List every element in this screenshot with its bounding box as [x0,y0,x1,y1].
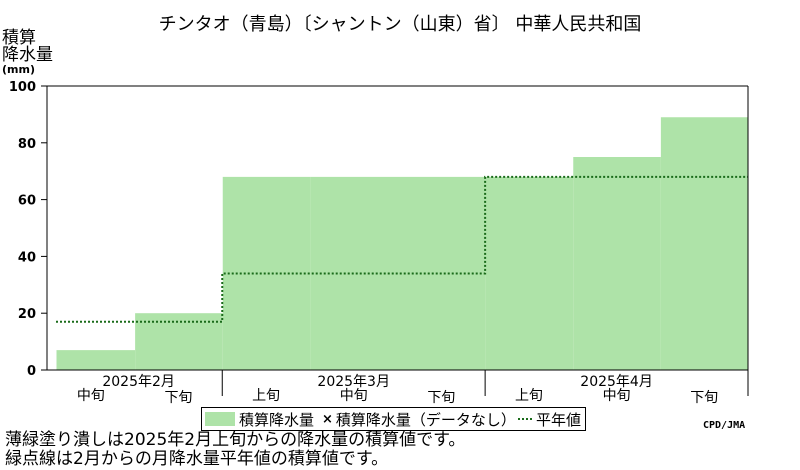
legend-observed-swatch [205,412,235,426]
y-axis-unit: (mm) [2,63,35,76]
x-tick-label-4: 中旬 [340,388,368,404]
normal-line [56,175,748,323]
observed-bar-8 [660,117,749,371]
month-label-1: 2025年2月 [102,374,175,390]
y-tick-label-100: 100 [9,80,36,95]
x-tick-label-7: 中旬 [603,388,631,404]
y-tick-label-0: 0 [27,364,36,379]
y-tick-label-20: 20 [18,307,36,322]
legend-normal-label: 平年値 [535,410,581,429]
y-tick-label-80: 80 [18,137,36,152]
month-label-2: 2025年3月 [317,374,390,390]
observed-bar-7 [573,157,661,370]
y-tick-label-40: 40 [18,250,36,265]
legend: 積算降水量 × 積算降水量（データなし） 平年値 [201,407,586,431]
x-tick-label-1: 中旬 [77,388,105,404]
x-tick-label-5: 下旬 [427,390,455,405]
credit-text: CPD/JMA [703,420,746,431]
observed-bar-1 [56,350,136,370]
observed-bar-6 [485,176,574,370]
month-label-3: 2025年4月 [580,374,653,390]
footnote-2: 緑点線は2月からの月降水量平年値の積算値です。 [5,449,389,469]
y-axis-label-line1: 積算 [2,28,36,48]
x-tick-label-3: 上旬 [252,388,280,404]
footnote-1: 薄緑塗り潰しは2025年2月上旬からの降水量の積算値です。 [5,430,466,450]
x-tick-label-6: 上旬 [515,388,543,404]
legend-missing-label: 積算降水量（データなし） [335,410,516,429]
footnotes: 薄緑塗り潰しは2025年2月上旬からの降水量の積算値です。 緑点線は2月からの月… [5,431,465,469]
x-tick-label-8: 下旬 [690,390,718,405]
y-tick-label-60: 60 [18,194,36,209]
legend-observed-label: 積算降水量 [239,410,315,429]
legend-missing-marker: × [322,411,333,427]
legend-normal-line [517,418,532,420]
y-axis-label-line2: 降水量 [2,45,53,65]
y-axis-label: 積算 降水量 (mm) [2,30,53,76]
x-tick-label-2: 下旬 [164,390,192,405]
chart-title: チンタオ（青島）〔シャントン（山東）省〕 中華人民共和国 [158,14,642,35]
